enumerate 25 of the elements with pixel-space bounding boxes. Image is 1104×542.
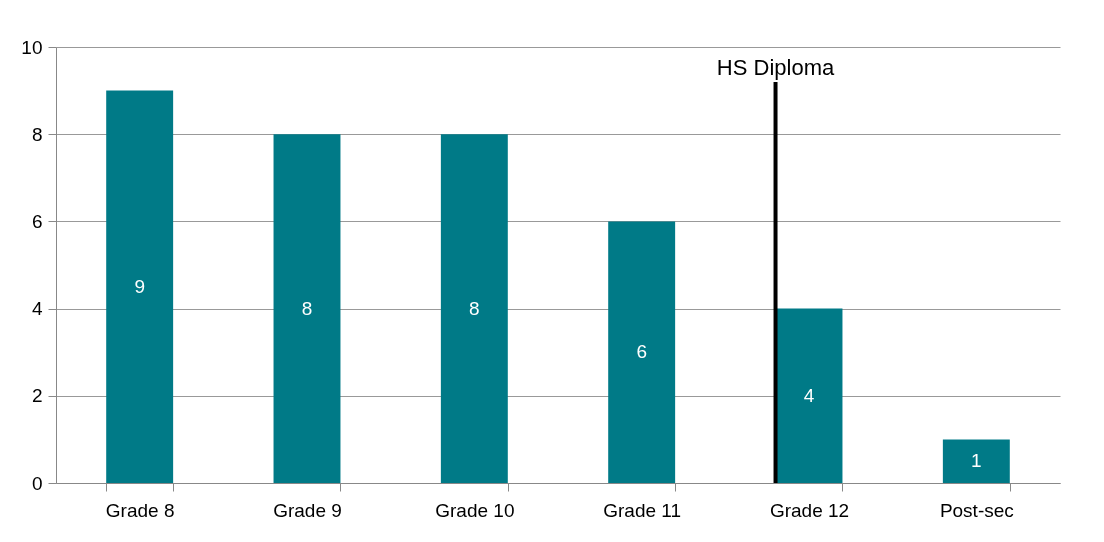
data-label: 8 (301, 297, 313, 319)
x-tick-label: Grade 9 (273, 499, 342, 521)
data-label: 4 (803, 384, 815, 406)
bar (775, 308, 843, 483)
x-tick-label: Grade 12 (769, 499, 850, 521)
y-tick-label: 6 (31, 210, 43, 232)
y-tick-label: 4 (31, 298, 43, 320)
y-tick-label: 0 (31, 472, 43, 494)
x-tick-label: Grade 10 (435, 499, 515, 521)
data-label: 6 (636, 341, 647, 363)
bar (273, 134, 341, 483)
ref-line-label: HS Diploma (716, 54, 835, 80)
x-tick-label: Post-sec (939, 499, 1014, 521)
bar (942, 439, 1010, 483)
bar (106, 90, 174, 483)
x-tick-label: Grade 8 (105, 499, 175, 521)
data-label: 9 (134, 275, 145, 297)
y-tick-label: 10 (21, 36, 43, 58)
data-label: 1 (971, 450, 982, 472)
data-label: 8 (469, 297, 480, 319)
bar (440, 134, 508, 483)
y-tick-label: 2 (31, 385, 43, 407)
x-tick-label: Grade 11 (603, 499, 682, 521)
y-tick-label: 8 (31, 123, 43, 145)
bar (608, 221, 676, 483)
